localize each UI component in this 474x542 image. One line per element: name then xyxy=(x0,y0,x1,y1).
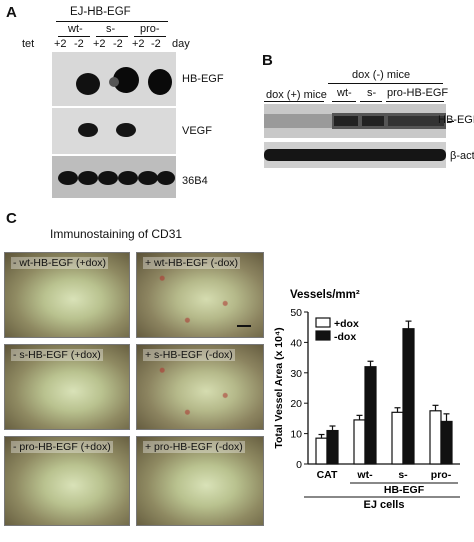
group-b-pro: pro-HB-EGF xyxy=(387,87,449,99)
group-s: s- xyxy=(106,23,116,35)
bar-plus-dox-3 xyxy=(429,410,442,465)
y-tick-label-0: 0 xyxy=(296,459,302,471)
group-label: HB-EGF xyxy=(384,484,425,496)
dox-pos-label: dox (+) mice xyxy=(266,89,327,101)
micro-wt-plus-dox: - wt-HB-EGF (+dox) xyxy=(4,252,130,338)
group-b-s: s- xyxy=(367,87,377,99)
micro-pro-minus-dox: + pro-HB-EGF (-dox) xyxy=(136,436,264,526)
group-wt: wt- xyxy=(68,23,83,35)
group-b-wt: wt- xyxy=(337,87,352,99)
lane-5: +2 xyxy=(132,38,145,50)
bar-plus-dox-1 xyxy=(353,419,366,465)
blot-vegf xyxy=(52,108,176,154)
label-b-hb-egf: HB-EGF xyxy=(438,114,474,126)
legend-label-0: +dox xyxy=(334,318,359,330)
lane-2: -2 xyxy=(74,38,84,50)
bar-minus-dox-3 xyxy=(440,420,453,465)
tet-label: tet xyxy=(22,38,35,50)
bar-minus-dox-2 xyxy=(402,328,415,465)
x-axis-label: EJ cells xyxy=(364,499,405,511)
micro-wt-minus-dox: + wt-HB-EGF (-dox) xyxy=(136,252,264,338)
panel-b-letter: B xyxy=(262,52,273,69)
day-label: day xyxy=(172,38,190,50)
lane-6: -2 xyxy=(151,38,161,50)
panel-a-title: EJ-HB-EGF xyxy=(70,6,131,18)
x-tick-label-3: pro- xyxy=(431,469,452,481)
lane-1: +2 xyxy=(54,38,67,50)
x-tick-label-2: s- xyxy=(398,469,408,481)
micro-pro-plus-dox: - pro-HB-EGF (+dox) xyxy=(4,436,130,526)
label-36b4: 36B4 xyxy=(182,175,208,187)
label-b-actin: β-actin xyxy=(450,150,474,162)
label-vegf: VEGF xyxy=(182,125,212,137)
y-tick-label-3: 30 xyxy=(290,368,302,380)
y-tick-label-5: 50 xyxy=(290,307,302,319)
chart-title: Vessels/mm² xyxy=(290,289,360,301)
panel-a-letter: A xyxy=(6,4,17,21)
bar-plus-dox-2 xyxy=(391,411,404,465)
bar-minus-dox-0 xyxy=(326,429,339,465)
legend-label-1: -dox xyxy=(334,331,356,343)
blot-36b4 xyxy=(52,156,176,198)
micro-s-plus-dox: - s-HB-EGF (+dox) xyxy=(4,344,130,430)
x-tick-label-1: wt- xyxy=(356,469,373,481)
y-tick-label-1: 10 xyxy=(290,429,302,441)
x-tick-label-0: CAT xyxy=(317,469,338,481)
lane-3: +2 xyxy=(93,38,106,50)
blot-b-actin xyxy=(264,142,446,168)
panel-c-letter: C xyxy=(6,210,17,227)
y-tick-label-2: 20 xyxy=(290,398,302,410)
legend-swatch-0 xyxy=(315,317,331,328)
bar-minus-dox-1 xyxy=(364,366,377,465)
y-axis-label: Total Vessel Area (x 10⁴) xyxy=(273,327,285,448)
group-pro: pro- xyxy=(140,23,160,35)
bar-plus-dox-0 xyxy=(315,437,328,465)
vessel-area-chart: Vessels/mm² 0 10 20 30 40 50 Total Vessel Area … xyxy=(273,289,460,511)
lane-4: -2 xyxy=(113,38,123,50)
dox-neg-label: dox (-) mice xyxy=(352,69,411,81)
panel-c-title: Immunostaining of CD31 xyxy=(50,227,183,241)
micro-s-minus-dox: + s-HB-EGF (-dox) xyxy=(136,344,264,430)
y-tick-label-4: 40 xyxy=(290,337,302,349)
blot-hb-egf xyxy=(52,52,176,106)
legend-swatch-1 xyxy=(315,330,331,341)
blot-b-hb-egf xyxy=(264,104,446,138)
label-hb-egf: HB-EGF xyxy=(182,73,224,85)
